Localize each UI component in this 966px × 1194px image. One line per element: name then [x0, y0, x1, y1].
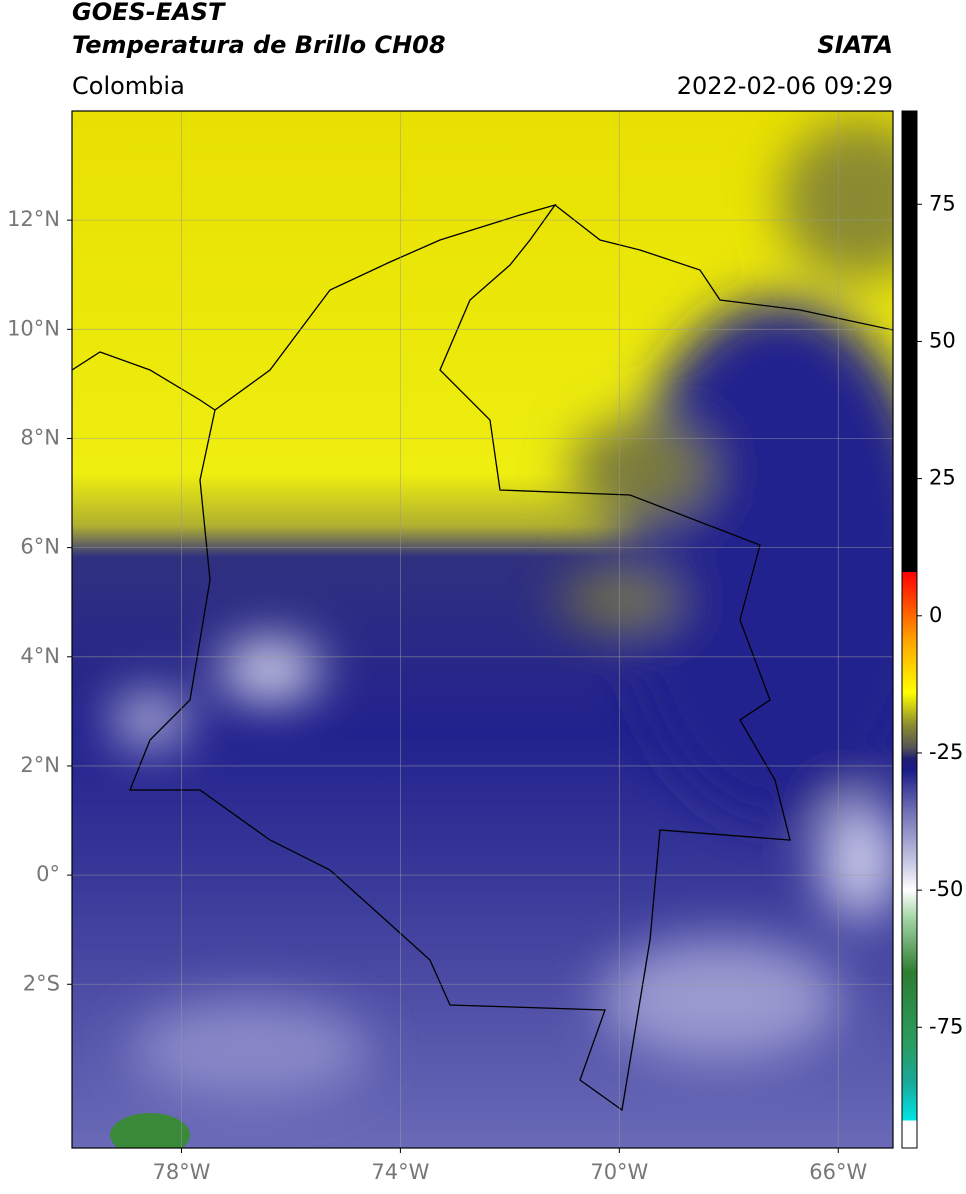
- y-tick-label: 0°: [36, 862, 60, 886]
- colorbar-tick-label: 75: [929, 191, 956, 215]
- source: SIATA: [817, 31, 893, 59]
- datetime: 2022-02-06 09:29: [677, 72, 893, 100]
- cold-cloud: [110, 1113, 190, 1148]
- y-tick-label: 4°N: [20, 644, 60, 668]
- grid: [72, 111, 893, 1148]
- y-tick-label: 2°S: [23, 971, 60, 995]
- map-frame: [71, 110, 894, 1149]
- region: Colombia: [72, 72, 185, 100]
- colorbar: [901, 110, 918, 1149]
- colorbar-tick-label: 25: [929, 466, 956, 490]
- colorbar-tick-label: -75: [929, 1014, 963, 1038]
- y-tick-label: 12°N: [7, 207, 60, 231]
- x-tick-label: 66°W: [809, 1160, 867, 1184]
- subtitle: Temperatura de Brillo CH08: [72, 31, 446, 59]
- coastline: [72, 204, 893, 411]
- colorbar-tick-label: -50: [929, 877, 963, 901]
- satellite-image: [72, 111, 893, 1148]
- x-tick-label: 74°W: [371, 1160, 429, 1184]
- y-tick-label: 6°N: [20, 535, 60, 559]
- colorbar-tick-label: 50: [929, 328, 956, 352]
- y-tick-label: 2°N: [20, 753, 60, 777]
- y-tick-label: 10°N: [7, 316, 60, 340]
- y-tick-label: 8°N: [20, 425, 60, 449]
- colorbar-tick-label: -25: [929, 740, 963, 764]
- x-tick-label: 78°W: [152, 1160, 210, 1184]
- colorbar-tick-label: 0: [929, 603, 942, 627]
- country-border: [129, 203, 791, 1112]
- x-tick-label: 70°W: [590, 1160, 648, 1184]
- title: GOES-EAST: [72, 0, 226, 26]
